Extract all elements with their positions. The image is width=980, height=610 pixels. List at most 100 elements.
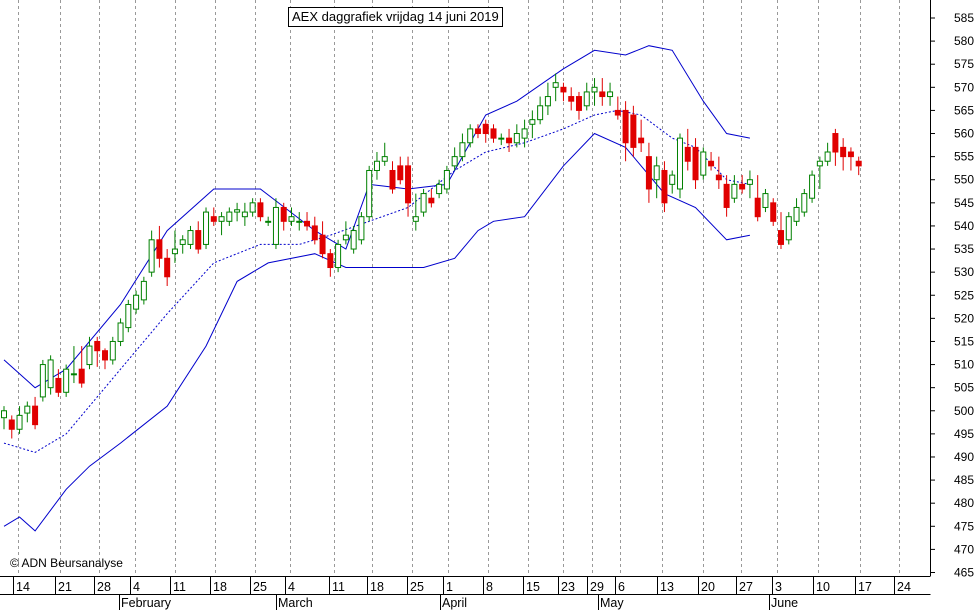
candle-body [513,133,520,144]
candle-body [63,368,70,393]
candle [63,364,70,397]
y-tick-label: 535 [954,242,974,256]
candle-body [55,377,62,393]
candle-body [47,359,54,389]
candle [195,221,202,254]
candle [179,235,186,254]
candle [1,406,7,430]
candle [746,170,753,199]
candle [86,336,93,370]
candle-body [397,165,404,181]
candle [327,249,334,277]
x-tick-label: 29 [590,580,604,594]
y-tick-label: 550 [954,173,974,187]
candle-body [133,294,140,310]
candle [8,415,15,439]
candle-body [583,91,590,107]
candle-body [770,202,777,222]
candle [513,124,520,148]
candle [203,207,210,250]
candle-body [544,96,551,107]
candle-body [436,183,443,195]
candle-body [203,211,210,245]
candle-body [521,128,528,139]
candle-body [171,248,178,255]
candle-body [451,156,458,167]
candle [451,147,458,171]
moving-average-line [3,109,750,453]
y-tick-label: 540 [954,219,974,233]
candle [568,87,575,111]
candle-body [195,230,202,250]
y-tick-label: 470 [954,542,974,556]
candle [304,212,311,231]
x-tick-label: 28 [97,580,111,594]
candle [117,318,124,347]
candle [335,239,342,273]
candle-body [739,183,746,190]
candle [785,212,792,245]
y-tick-label: 500 [954,404,974,418]
candle-body [39,364,46,398]
candle-body [156,239,163,259]
candle-body [762,193,769,208]
candle-body [381,156,388,162]
candle-body [490,128,497,139]
candle [723,175,730,217]
x-tick-label: 27 [739,580,753,594]
x-tick-label: 3 [775,580,782,594]
candle [583,82,590,111]
candle [311,216,318,245]
y-tick-label: 560 [954,127,974,141]
x-tick-label: 21 [58,580,72,594]
candle-body [226,211,233,222]
candle [816,156,823,189]
candle [459,133,466,162]
x-tick-label: 17 [858,580,872,594]
candle [809,170,816,203]
candle-body [187,230,194,245]
candle [778,212,784,250]
candle-body [638,137,645,144]
x-tick-label: 10 [816,580,830,594]
candle [109,336,116,365]
x-tick-label: 24 [897,580,911,594]
candle [770,198,777,226]
candle [24,401,31,423]
candle-body [630,114,637,148]
x-tick-label: 13 [660,580,674,594]
candle [16,406,23,434]
candle-body [459,142,466,158]
x-tick-label: 15 [526,580,540,594]
candle-body [288,216,295,222]
y-tick-label: 465 [954,566,974,580]
candle-body [94,340,101,352]
candle [847,147,854,171]
candle-body [785,216,792,241]
candle [94,336,101,367]
candle [575,91,582,120]
y-tick-label: 520 [954,311,974,325]
candle [39,359,46,402]
candle [474,124,481,139]
candle-body [568,96,575,102]
candle [405,156,412,217]
candle-body [723,183,730,208]
candle-body [78,368,85,384]
x-tick-label: 11 [173,580,186,594]
candle [234,202,241,222]
candle-body [249,202,256,213]
candle-body [754,197,761,218]
candle-body [552,82,559,88]
candle [645,142,652,203]
candle-body [778,230,784,245]
candle [241,202,248,226]
candle [793,198,800,226]
x-tick-label: 1 [446,580,453,594]
y-tick-label: 570 [954,80,974,94]
candle-body [366,169,373,218]
month-label: April [442,596,467,610]
candle-body [296,220,303,223]
candle [32,396,39,430]
candle-body [109,340,116,361]
